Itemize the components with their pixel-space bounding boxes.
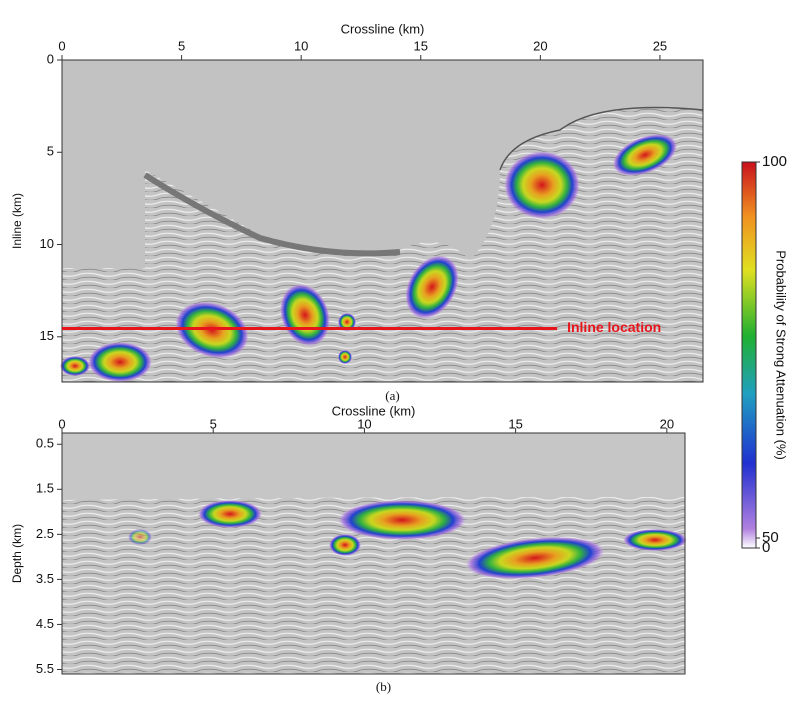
y-tick-label: 0.5 — [36, 436, 54, 451]
y-tick-label: 10 — [40, 236, 54, 251]
inline-location-label: Inline location — [567, 319, 661, 335]
x-tick-label: 20 — [533, 38, 547, 53]
y-axis-label: Depth (km) — [10, 524, 24, 583]
caption: (a) — [385, 388, 399, 403]
x-axis-label: Crossline (km) — [341, 21, 425, 36]
y-tick-label: 3.5 — [36, 571, 54, 586]
y-tick-label: 4.5 — [36, 616, 54, 631]
colorbar — [741, 161, 757, 549]
panel-b-frame — [61, 432, 686, 675]
x-tick-label: 15 — [508, 416, 522, 431]
x-tick-label: 5 — [210, 416, 217, 431]
panel-b-blobs — [128, 500, 687, 580]
y-tick-label: 5.5 — [36, 661, 54, 676]
x-tick-label: 0 — [58, 38, 65, 53]
x-tick-label: 10 — [294, 38, 308, 53]
y-tick-label: 0 — [47, 51, 54, 66]
panel-a-frame — [61, 59, 704, 383]
y-tick-label: 2.5 — [36, 526, 54, 541]
colorbar-tick-label: 0 — [762, 539, 770, 556]
colorbar-label: Probability of Strong Attenuation (%) — [774, 250, 789, 460]
x-tick-label: 0 — [58, 416, 65, 431]
y-tick-label: 1.5 — [36, 481, 54, 496]
caption: (b) — [376, 679, 391, 694]
x-axis-label: Crossline (km) — [332, 403, 416, 418]
x-tick-label: 5 — [178, 38, 185, 53]
x-tick-label: 25 — [653, 38, 667, 53]
x-tick-label: 20 — [660, 416, 674, 431]
x-tick-label: 10 — [357, 416, 371, 431]
colorbar-tick-label: 100 — [762, 153, 787, 170]
y-axis-label: Inline (km) — [10, 193, 24, 249]
colorbar-tick-label: 50 — [762, 529, 779, 546]
y-tick-label: 5 — [47, 144, 54, 159]
y-tick-label: 15 — [40, 328, 54, 343]
panel-a-blobs — [60, 134, 678, 382]
x-tick-label: 15 — [414, 38, 428, 53]
